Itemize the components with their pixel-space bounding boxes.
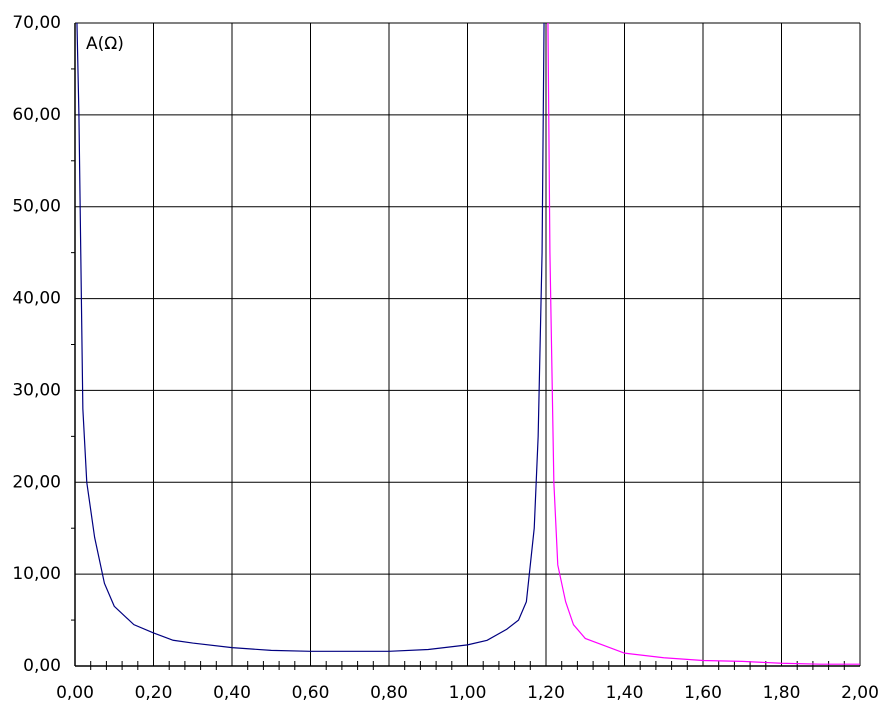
y-tick-label: 20,00 xyxy=(12,472,61,492)
x-tick-label: 2,00 xyxy=(841,683,879,703)
x-tick-label: 1,80 xyxy=(763,683,801,703)
x-tick-label: 0,40 xyxy=(213,683,251,703)
x-tick-label: 1,60 xyxy=(684,683,722,703)
y-tick-label: 10,00 xyxy=(12,564,61,584)
x-tick-label: 1,40 xyxy=(606,683,644,703)
x-tick-label: 0,60 xyxy=(292,683,330,703)
y-tick-label: 40,00 xyxy=(12,289,61,309)
x-tick-label: 0,00 xyxy=(56,683,94,703)
x-tick-label: 1,00 xyxy=(449,683,487,703)
annotation: A(Ω) xyxy=(86,34,124,54)
x-tick-label: 0,80 xyxy=(370,683,408,703)
x-tick-label: 0,20 xyxy=(135,683,173,703)
y-tick-label: 60,00 xyxy=(12,105,61,125)
y-tick-label: 50,00 xyxy=(12,197,61,217)
y-tick-label: 30,00 xyxy=(12,380,61,400)
x-tick-label: 1,20 xyxy=(527,683,565,703)
y-tick-label: 70,00 xyxy=(12,13,61,33)
series-line xyxy=(547,23,860,665)
y-tick-label: 0,00 xyxy=(23,656,61,676)
series-line xyxy=(76,23,545,652)
